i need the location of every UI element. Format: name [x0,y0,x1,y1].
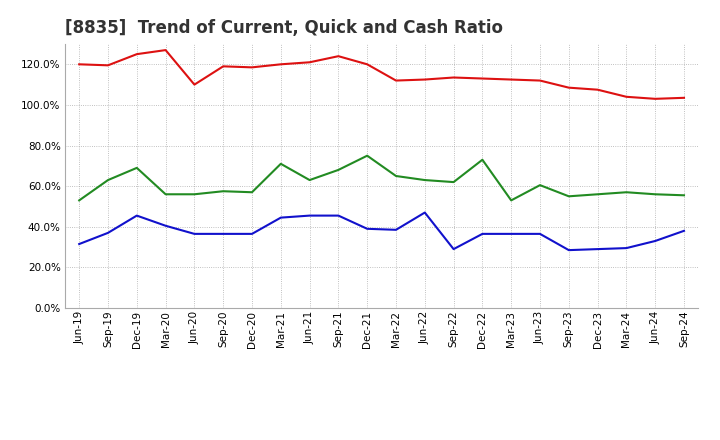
Quick Ratio [680,193,688,198]
Current Ratio [75,62,84,67]
Current Ratio [334,54,343,59]
Cash Ratio [104,230,112,235]
Cash Ratio [75,242,84,247]
Quick Ratio [622,190,631,195]
Cash Ratio [507,231,516,237]
Cash Ratio [622,246,631,251]
Quick Ratio [219,189,228,194]
Quick Ratio [449,180,458,185]
Current Ratio [593,87,602,92]
Quick Ratio [161,192,170,197]
Cash Ratio [651,238,660,244]
Quick Ratio [334,167,343,172]
Quick Ratio [276,161,285,166]
Quick Ratio [305,177,314,183]
Current Ratio [507,77,516,82]
Quick Ratio [536,183,544,188]
Current Ratio [651,96,660,102]
Current Ratio [248,65,256,70]
Current Ratio [132,51,141,57]
Current Ratio [161,48,170,53]
Current Ratio [564,85,573,90]
Line: Quick Ratio: Quick Ratio [79,156,684,200]
Quick Ratio [132,165,141,171]
Line: Current Ratio: Current Ratio [79,50,684,99]
Quick Ratio [651,192,660,197]
Current Ratio [363,62,372,67]
Quick Ratio [104,177,112,183]
Current Ratio [420,77,429,82]
Quick Ratio [75,198,84,203]
Current Ratio [104,62,112,68]
Current Ratio [478,76,487,81]
Text: [8835]  Trend of Current, Quick and Cash Ratio: [8835] Trend of Current, Quick and Cash … [65,19,503,37]
Cash Ratio [132,213,141,218]
Quick Ratio [564,194,573,199]
Quick Ratio [248,190,256,195]
Cash Ratio [305,213,314,218]
Quick Ratio [363,153,372,158]
Cash Ratio [334,213,343,218]
Cash Ratio [392,227,400,232]
Current Ratio [276,62,285,67]
Quick Ratio [478,157,487,162]
Cash Ratio [478,231,487,237]
Current Ratio [680,95,688,100]
Quick Ratio [593,192,602,197]
Quick Ratio [507,198,516,203]
Current Ratio [622,94,631,99]
Cash Ratio [276,215,285,220]
Cash Ratio [680,228,688,234]
Cash Ratio [363,226,372,231]
Cash Ratio [190,231,199,237]
Line: Cash Ratio: Cash Ratio [79,213,684,250]
Current Ratio [190,82,199,87]
Cash Ratio [564,247,573,253]
Cash Ratio [593,246,602,252]
Current Ratio [219,64,228,69]
Cash Ratio [536,231,544,237]
Quick Ratio [190,192,199,197]
Current Ratio [536,78,544,83]
Cash Ratio [449,246,458,252]
Quick Ratio [392,173,400,179]
Current Ratio [392,78,400,83]
Quick Ratio [420,177,429,183]
Cash Ratio [219,231,228,237]
Cash Ratio [161,223,170,228]
Current Ratio [449,75,458,80]
Current Ratio [305,60,314,65]
Cash Ratio [420,210,429,215]
Cash Ratio [248,231,256,237]
